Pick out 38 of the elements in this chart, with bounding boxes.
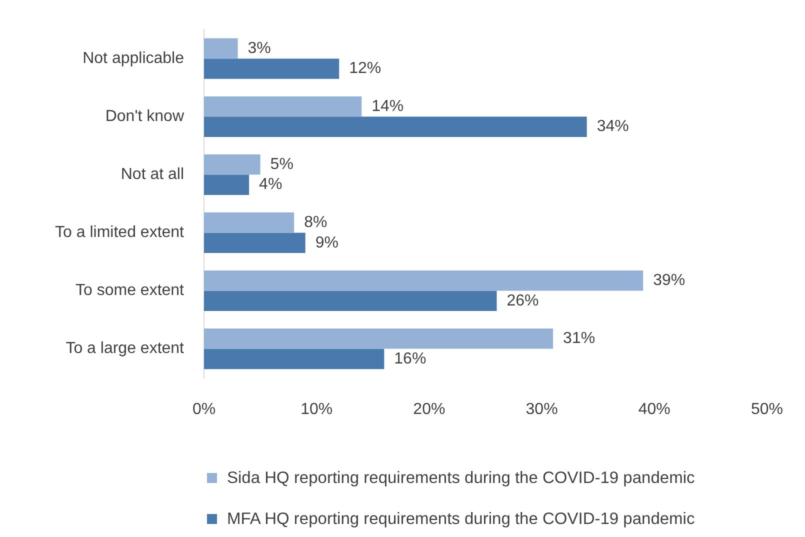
y-tick-label: To a large extent [66,340,185,358]
y-tick-label: Not applicable [82,50,184,68]
x-tick-label: 40% [638,400,670,418]
x-tick-label: 10% [300,400,333,418]
data-label: 3% [248,40,271,57]
legend-label: Sida HQ reporting requirements during the COVID-19 pandemic [227,468,695,488]
bar [204,348,384,370]
data-label: 16% [394,350,426,368]
bar [204,38,238,59]
data-label: 5% [270,156,294,173]
data-label: 8% [304,214,328,231]
bar [204,290,497,312]
y-tick-label: To some extent [76,282,185,300]
x-tick-label: 20% [413,400,446,418]
data-label: 34% [596,118,629,136]
bar [204,96,362,117]
data-label: 26% [506,292,539,310]
y-tick-label: Not at all [120,166,184,184]
x-tick-label: 30% [526,400,558,418]
data-label: 31% [563,330,596,348]
data-label: 12% [349,60,382,78]
y-tick-label: Don't know [105,108,184,126]
bar [204,232,306,254]
data-label: 14% [372,98,404,115]
bar [204,270,644,291]
bar [204,212,294,233]
bar [204,154,260,175]
bar [204,58,340,79]
x-tick-label: 50% [750,400,784,418]
legend-label: MFA HQ reporting requirements during the COVID-19 pandemic [227,509,695,529]
bar [204,328,554,349]
y-tick-label: To a limited extent [55,224,185,242]
data-label: 4% [259,176,282,194]
x-tick-label: 0% [192,400,216,418]
data-label: 39% [653,272,686,289]
bar [204,174,250,195]
bar [204,116,587,137]
data-label: 9% [315,234,338,252]
